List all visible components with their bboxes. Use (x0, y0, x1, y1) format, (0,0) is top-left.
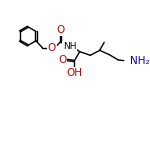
Text: NH₂: NH₂ (130, 56, 150, 66)
Text: O: O (58, 55, 66, 65)
Text: NH: NH (63, 42, 76, 51)
Text: OH: OH (66, 68, 82, 78)
Text: O: O (56, 25, 64, 35)
Text: O: O (48, 43, 56, 53)
